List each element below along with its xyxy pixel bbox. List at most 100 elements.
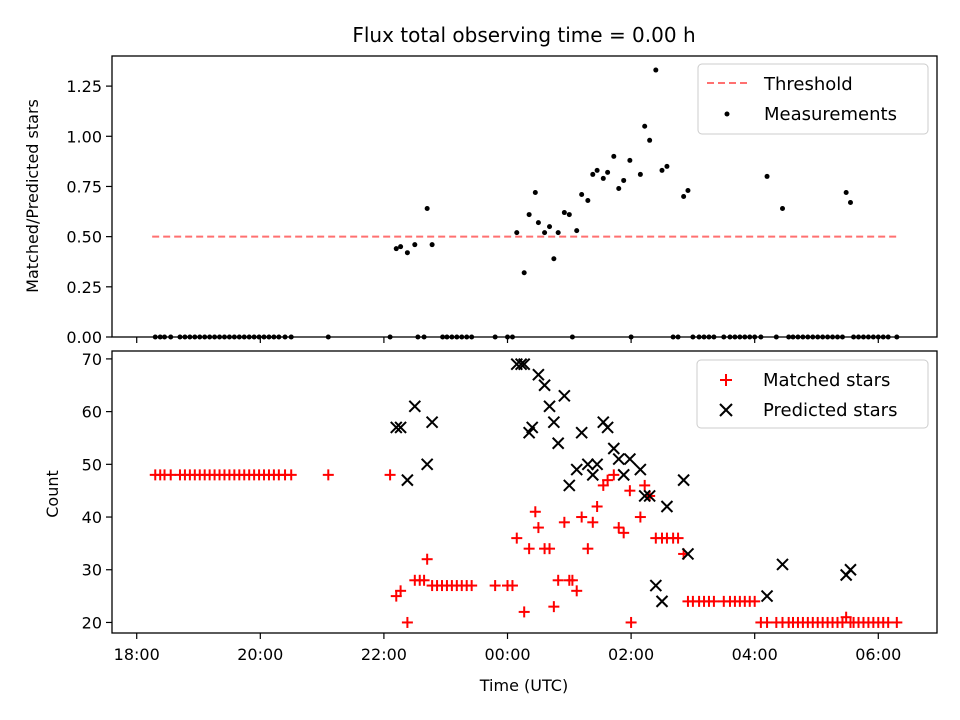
- matched-point: [548, 601, 560, 613]
- top-chart-ylabel: Matched/Predicted stars: [23, 99, 42, 293]
- measurement-point: [412, 242, 418, 248]
- predicted-point: [617, 468, 630, 482]
- matched-point: [891, 616, 903, 628]
- matched-point: [639, 479, 651, 491]
- predicted-point: [590, 458, 604, 471]
- matched-point: [613, 522, 625, 534]
- bottom-legend: Matched stars Predicted stars: [696, 359, 929, 429]
- bottom-chart-x-axis: 18:00 20:00 22:00 00:00 02:00 04:00 06:00: [114, 633, 901, 664]
- predicted-point: [558, 389, 571, 403]
- measurement-point: [664, 163, 670, 169]
- predicted-point: [394, 421, 407, 434]
- matched-point: [602, 474, 614, 486]
- matched-point: [571, 585, 583, 597]
- x-tick-label: 02:00: [608, 645, 654, 664]
- bottom-plot-frame: [111, 350, 938, 634]
- y-tick-label: 60: [82, 403, 102, 422]
- measurement-point: [685, 187, 691, 193]
- predicted-point: [586, 468, 599, 482]
- predicted-point: [425, 415, 439, 429]
- matched-point: [618, 527, 630, 539]
- x-tick-label: 06:00: [855, 645, 901, 664]
- series-predicted-stars: [390, 357, 857, 608]
- measurements-legend-marker: [724, 111, 730, 117]
- predicted-point: [517, 357, 531, 371]
- matched-point: [489, 580, 501, 592]
- matched-point: [529, 506, 541, 518]
- measurement-point: [561, 210, 567, 216]
- predicted-point: [532, 368, 545, 381]
- measurement-point: [585, 198, 591, 204]
- y-tick-label: 20: [82, 613, 102, 632]
- predicted-point: [643, 489, 656, 503]
- y-tick-label: 0.50: [66, 228, 102, 247]
- matched-point: [552, 574, 564, 586]
- predicted-point: [776, 558, 789, 571]
- predicted-point: [420, 458, 434, 471]
- predicted-point: [390, 421, 403, 434]
- predicted-point: [844, 563, 857, 576]
- x-tick-label: 18:00: [114, 645, 160, 664]
- top-plot-frame: [111, 55, 938, 338]
- top-chart-marks: [152, 67, 900, 340]
- matched-point: [749, 595, 761, 607]
- predicted-point: [638, 489, 651, 503]
- measurement-point: [429, 242, 435, 248]
- top-legend-box: [697, 63, 929, 135]
- matched-point: [558, 516, 570, 528]
- top-legend: Threshold Measurements: [697, 63, 929, 135]
- measurement-point: [659, 167, 665, 173]
- predicted-point: [681, 547, 695, 561]
- matched-point: [761, 616, 773, 628]
- series-matched-stars: [149, 469, 903, 628]
- y-tick-label: 1.25: [66, 77, 102, 96]
- predicted-point: [649, 579, 663, 592]
- x-tick-label: 00:00: [484, 645, 530, 664]
- measurement-point: [647, 137, 653, 143]
- predicted-point: [408, 400, 422, 413]
- measurement-point: [566, 212, 572, 218]
- matched-point: [518, 606, 530, 618]
- matched-point: [421, 553, 433, 565]
- bottom-chart-xlabel: Time (UTC): [479, 676, 568, 695]
- matched-point: [587, 516, 599, 528]
- top-chart-y-axis: 0.00 0.25 0.50 0.75 1.00 1.25: [66, 77, 112, 347]
- predicted-point: [612, 452, 625, 466]
- measurement-point: [393, 246, 399, 252]
- y-tick-label: 0.75: [66, 177, 102, 196]
- predicted-point: [570, 463, 583, 476]
- measurements-legend-label: Measurements: [764, 104, 897, 125]
- bottom-plot-area: 20 30 40 50 60 70 18:00 20:00 22:00 00:00 02:00 04…: [82, 350, 938, 664]
- measurement-point: [780, 206, 786, 212]
- y-tick-label: 0.25: [66, 278, 102, 297]
- matched-point: [532, 522, 544, 534]
- measurement-point: [642, 123, 648, 129]
- measurement-point: [600, 175, 606, 181]
- predicted-point: [601, 421, 614, 434]
- predicted-point: [607, 442, 621, 455]
- matched-point: [624, 485, 636, 497]
- y-tick-label: 70: [82, 350, 102, 369]
- x-tick-label: 20:00: [237, 645, 283, 664]
- matched-point: [395, 585, 407, 597]
- matched-point: [576, 511, 588, 523]
- measurement-point: [514, 230, 520, 236]
- matched-point: [285, 469, 297, 481]
- measurement-point: [532, 189, 538, 195]
- top-plot-area: 0.00 0.25 0.50 0.75 1.00 1.25: [66, 55, 938, 347]
- bottom-chart-ylabel: Count: [43, 470, 62, 518]
- matched-point: [384, 469, 396, 481]
- y-tick-label: 1.00: [66, 127, 102, 146]
- y-tick-label: 30: [82, 561, 102, 580]
- predicted-point: [547, 415, 561, 429]
- matched-point: [401, 616, 413, 628]
- measurement-point: [764, 173, 770, 179]
- measurement-point: [681, 194, 687, 199]
- threshold-legend-label: Threshold: [763, 74, 853, 95]
- y-tick-label: 50: [82, 455, 102, 474]
- measurement-point: [611, 153, 617, 159]
- matched-point: [418, 574, 430, 586]
- measurement-point: [653, 67, 659, 73]
- top-chart-x-axis: [136, 337, 879, 343]
- measurement-point: [627, 157, 633, 163]
